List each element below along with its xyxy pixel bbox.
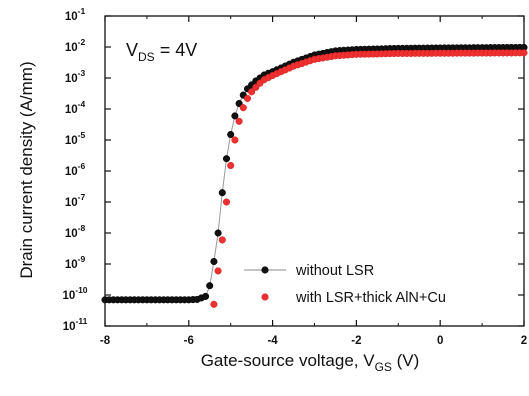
data-point-with-lsr bbox=[235, 117, 243, 125]
data-point-with-lsr bbox=[231, 136, 239, 144]
y-tick-label: 10-1 bbox=[65, 6, 86, 23]
data-point-without-lsr bbox=[210, 257, 218, 266]
y-tick-label: 10-10 bbox=[62, 285, 87, 302]
series-line-without-lsr bbox=[105, 46, 525, 301]
x-axis-title: Gate-source voltage, VGS (V) bbox=[201, 351, 420, 374]
x-axis-title-subscript: GS bbox=[375, 360, 392, 374]
data-point-without-lsr bbox=[206, 282, 214, 290]
x-tick-label: -8 bbox=[100, 335, 111, 347]
vds-annotation-subscript: DS bbox=[138, 50, 155, 64]
x-axis-title-main: Gate-source voltage, V bbox=[201, 351, 376, 370]
data-point-with-lsr bbox=[214, 267, 222, 275]
data-point-with-lsr bbox=[222, 198, 231, 206]
data-point-with-lsr bbox=[218, 236, 226, 244]
axis-ticks: -8 -6 -4 -2 0 2 10-1 10-2 10-3 10-4 10-5 10-6 10-7 10… bbox=[62, 6, 527, 347]
y-tick-label: 10-11 bbox=[63, 316, 88, 333]
y-axis-title: Drain current density (A/mm) bbox=[17, 61, 36, 278]
legend-marker-with-lsr bbox=[261, 293, 269, 301]
x-tick-label: -4 bbox=[267, 335, 278, 347]
y-tick-label: 10-5 bbox=[65, 130, 86, 147]
legend: without LSR with LSR+thick AlN+Cu bbox=[244, 263, 446, 306]
y-tick-label: 10-7 bbox=[65, 192, 86, 209]
vds-annotation-suffix: = 4V bbox=[155, 40, 198, 60]
x-tick-label: -6 bbox=[184, 335, 194, 347]
vds-annotation: VDS = 4V bbox=[126, 40, 197, 64]
data-point-without-lsr bbox=[227, 130, 235, 139]
x-tick-label: -2 bbox=[351, 335, 361, 347]
data-point-with-lsr bbox=[227, 161, 235, 170]
legend-label-with-lsr: with LSR+thick AlN+Cu bbox=[295, 290, 446, 306]
y-tick-label: 10-6 bbox=[65, 161, 86, 178]
y-tick-label: 10-3 bbox=[65, 68, 86, 85]
y-tick-label: 10-9 bbox=[65, 254, 86, 271]
x-axis-title-unit: (V) bbox=[392, 351, 419, 370]
x-tick-label: 0 bbox=[437, 335, 443, 347]
data-point-with-lsr bbox=[520, 49, 528, 57]
data-point-with-lsr bbox=[210, 300, 218, 308]
y-tick-label: 10-4 bbox=[65, 99, 86, 116]
x-tick-label: 2 bbox=[521, 335, 527, 347]
data-point-without-lsr bbox=[214, 229, 222, 237]
legend-marker-without-lsr bbox=[261, 266, 269, 274]
data-point-with-lsr bbox=[239, 104, 247, 112]
y-tick-label: 10-8 bbox=[65, 223, 86, 240]
data-point-with-lsr bbox=[243, 94, 252, 102]
data-point-without-lsr bbox=[202, 292, 210, 300]
data-point-without-lsr bbox=[231, 112, 239, 120]
data-point-without-lsr bbox=[218, 189, 226, 197]
data-point-with-lsr bbox=[248, 88, 256, 96]
y-tick-label: 10-2 bbox=[65, 37, 86, 54]
data-point-without-lsr bbox=[235, 99, 243, 108]
legend-label-without-lsr: without LSR bbox=[295, 263, 374, 279]
vds-annotation-prefix: V bbox=[126, 40, 138, 60]
data-series bbox=[101, 43, 528, 308]
data-point-without-lsr bbox=[222, 155, 231, 163]
